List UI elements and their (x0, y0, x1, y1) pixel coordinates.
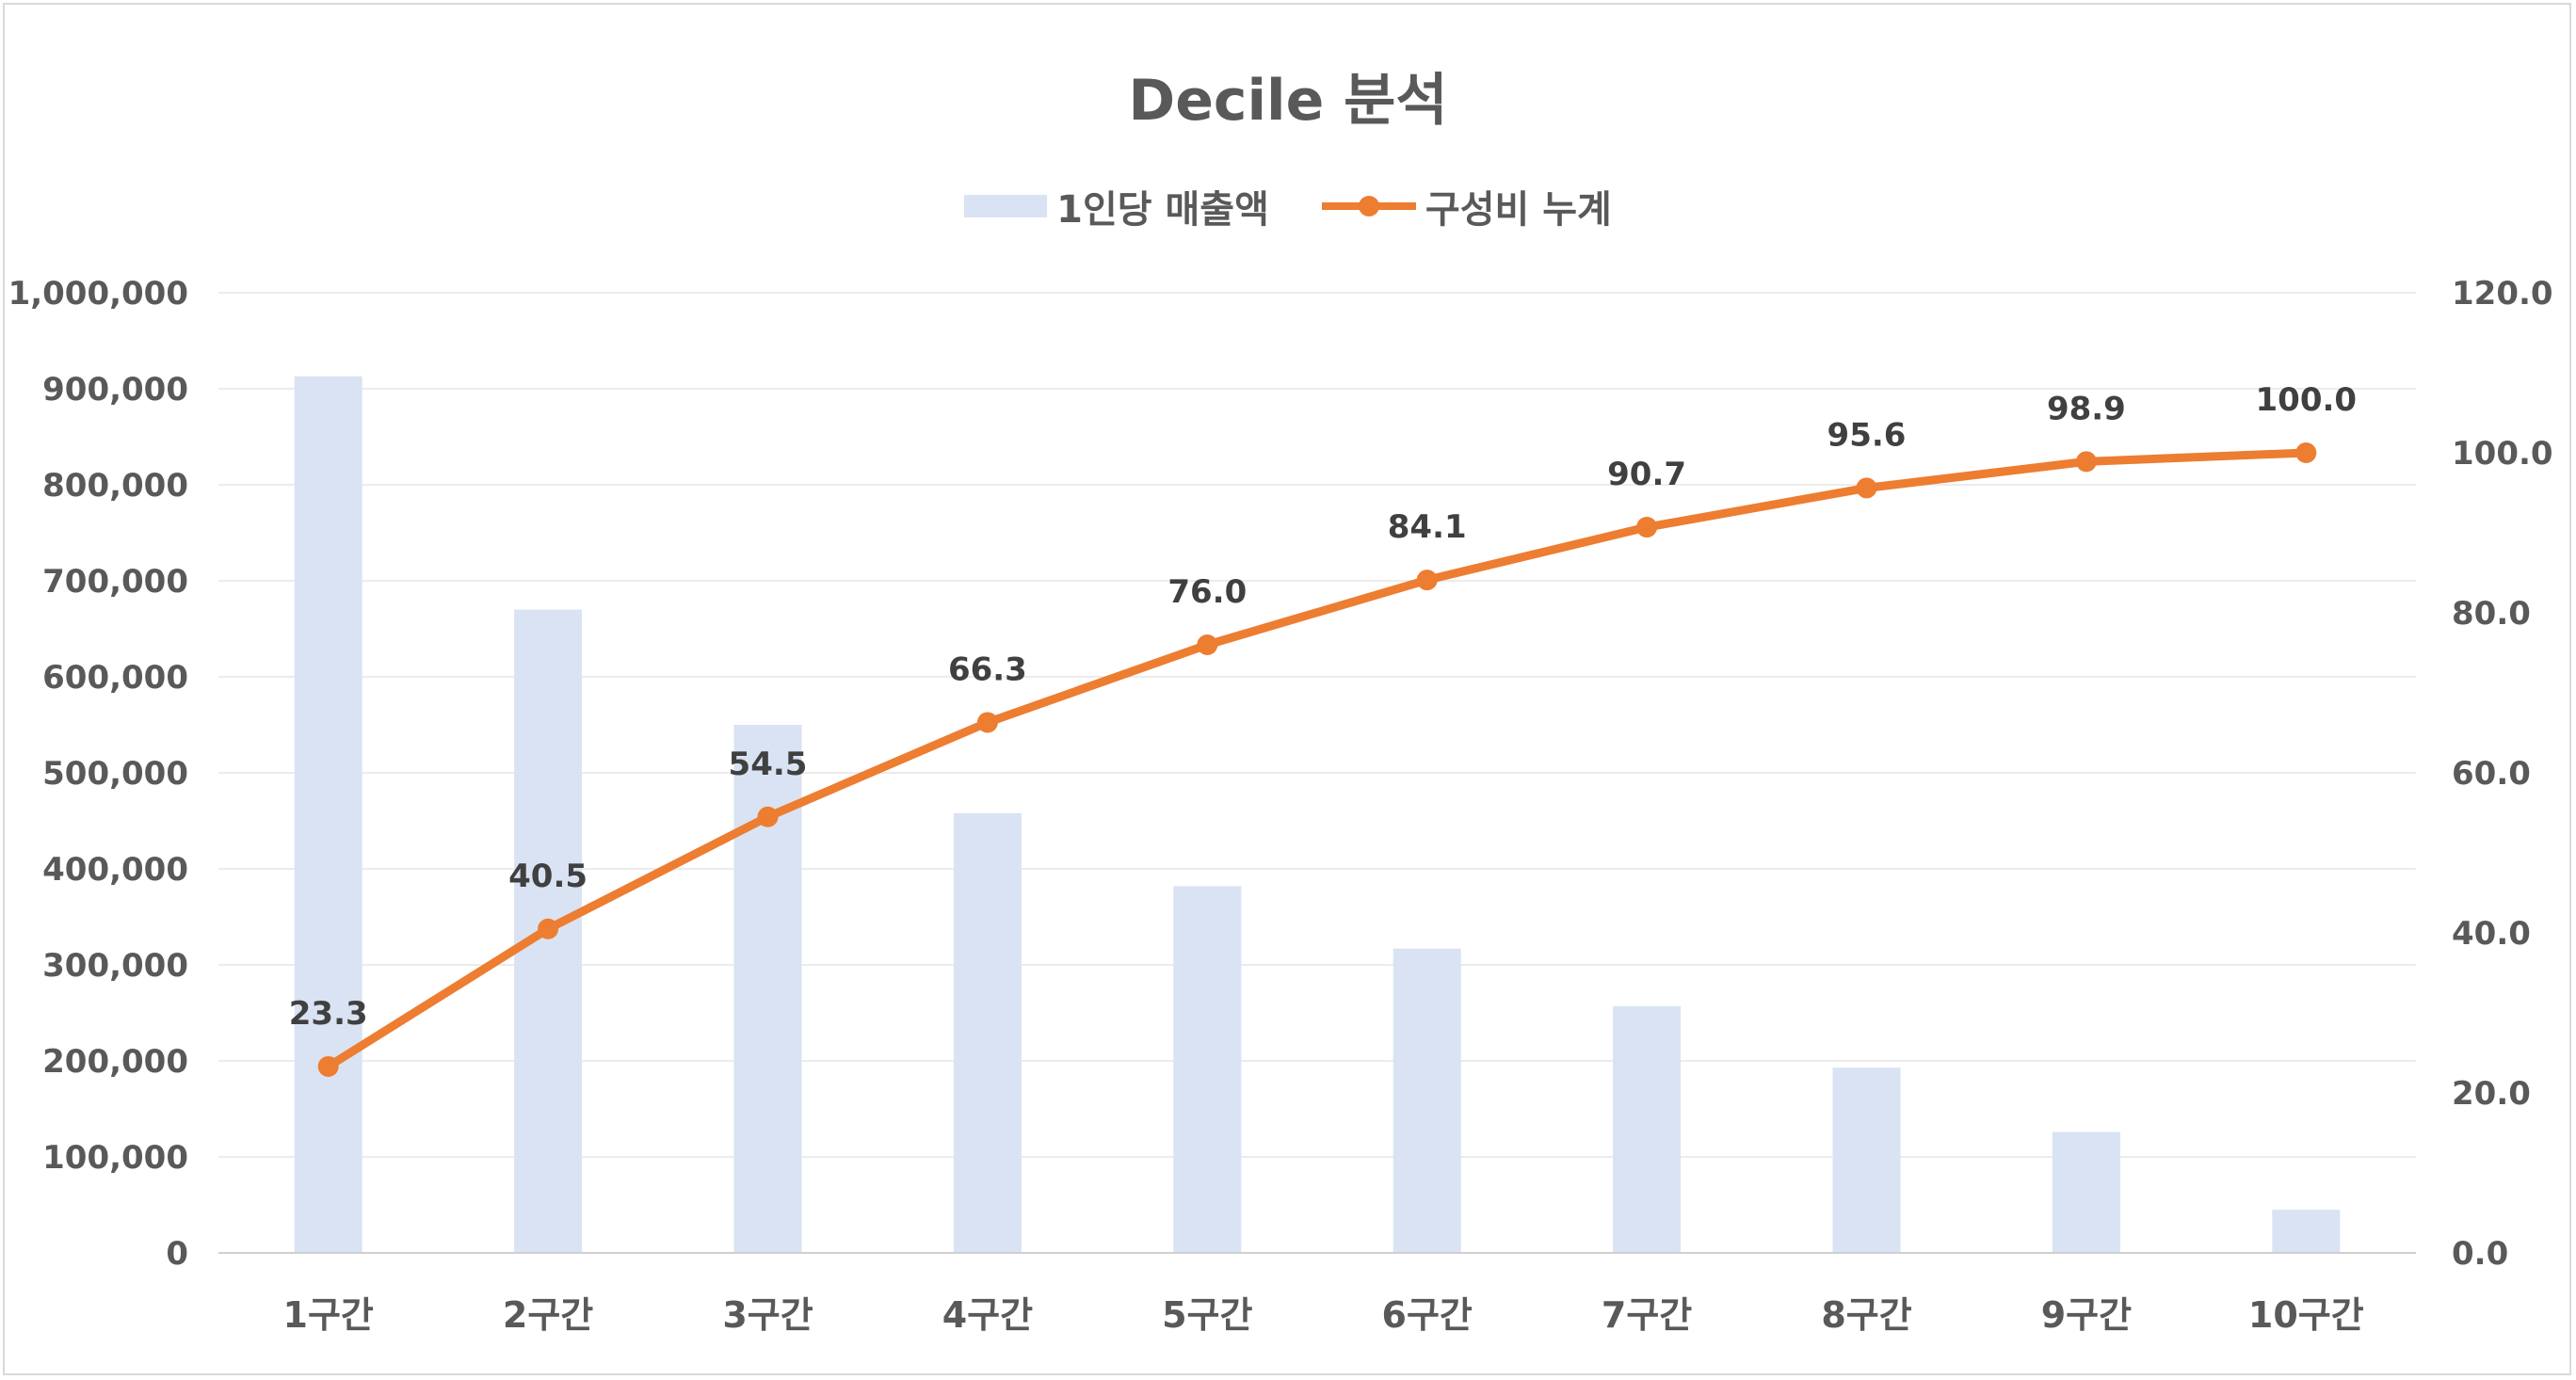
bar-1 (294, 376, 362, 1253)
x-tick-label: 4구간 (942, 1294, 1033, 1336)
line-data-label: 23.3 (289, 995, 368, 1033)
line-data-label: 54.5 (729, 746, 808, 783)
legend-label-bar: 1인당 매출액 (1056, 188, 1269, 232)
y-right-tick-label: 60.0 (2452, 755, 2531, 793)
line-point-8 (1856, 477, 1877, 499)
line-point-10 (2295, 442, 2317, 463)
bar-9 (2052, 1131, 2120, 1253)
legend-item-bar: 1인당 매출액 (964, 179, 1269, 233)
line-series (317, 442, 2317, 1077)
y-left-tick-label: 200,000 (42, 1043, 188, 1081)
line-data-label: 76.0 (1167, 573, 1247, 611)
chart-frame (3, 3, 2571, 1375)
line-point-1 (317, 1055, 339, 1077)
bar-7 (1613, 1005, 1682, 1253)
y-right-tick-label: 80.0 (2452, 595, 2531, 633)
x-tick-label: 2구간 (503, 1294, 593, 1336)
y-right-tick-label: 40.0 (2452, 915, 2531, 953)
x-tick-label: 8구간 (1821, 1294, 1911, 1336)
y-left-tick-label: 800,000 (42, 467, 188, 505)
legend-item-line: 구성비 누계 (1321, 179, 1612, 233)
y-left-tick-label: 400,000 (42, 851, 188, 889)
y-left-tick-label: 700,000 (42, 563, 188, 601)
y-right-tick-label: 120.0 (2452, 275, 2553, 313)
line-data-label: 90.7 (1607, 456, 1686, 493)
line-point-9 (2075, 451, 2097, 473)
line-point-6 (1416, 570, 1438, 591)
bar-4 (953, 812, 1022, 1253)
chart-title: Decile 분석 (1128, 68, 1448, 134)
line-data-label: 100.0 (2256, 381, 2358, 419)
line-data-label: 84.1 (1388, 508, 1467, 546)
bar-6 (1393, 948, 1461, 1253)
y-left-tick-label: 300,000 (42, 947, 188, 985)
x-tick-label: 10구간 (2248, 1294, 2364, 1336)
line-data-label: 66.3 (948, 650, 1027, 688)
line-point-3 (757, 806, 779, 827)
legend-swatch-line (1321, 187, 1416, 225)
line-point-4 (976, 712, 998, 733)
line-data-label: 40.5 (508, 858, 588, 895)
legend-label-line: 구성비 누계 (1425, 188, 1612, 232)
bar-10 (2272, 1210, 2341, 1253)
x-tick-label: 3구간 (722, 1294, 813, 1336)
y-right-tick-label: 20.0 (2452, 1075, 2531, 1113)
bar-8 (1832, 1067, 1901, 1253)
line-cumulative (324, 448, 2310, 1071)
y-left-tick-label: 900,000 (42, 371, 188, 409)
y-left-tick-label: 500,000 (42, 755, 188, 793)
bar-5 (1173, 886, 1242, 1253)
line-point-5 (1197, 634, 1218, 655)
y-left-tick-label: 1,000,000 (8, 275, 188, 313)
y-left-tick-label: 0 (166, 1235, 188, 1273)
y-left-tick-label: 600,000 (42, 659, 188, 697)
x-tick-label: 6구간 (1382, 1294, 1473, 1336)
x-tick-label: 1구간 (283, 1294, 374, 1336)
y-right-tick-label: 100.0 (2452, 435, 2553, 473)
y-left-tick-label: 100,000 (42, 1139, 188, 1177)
x-tick-label: 5구간 (1162, 1294, 1252, 1336)
data-labels: 23.3 40.5 54.5 66.3 76.0 84.1 90.7 95.6 98.9 100.… (289, 381, 2357, 1033)
axes: 0 100,000 200,000 300,000 400,000 500,000 600,… (8, 275, 2553, 1336)
line-data-label: 95.6 (1827, 416, 1907, 454)
bar-series (294, 376, 2341, 1253)
x-tick-label: 7구간 (1602, 1294, 1692, 1336)
gridlines (218, 292, 2416, 1158)
chart-legend: 1인당 매출액 구성비 누계 (0, 179, 2576, 233)
x-tick-label: 9구간 (2041, 1294, 2132, 1336)
y-right-tick-label: 0.0 (2452, 1235, 2508, 1273)
legend-swatch-bar (964, 195, 1048, 217)
line-point-2 (538, 918, 559, 939)
line-point-7 (1636, 517, 1658, 538)
line-data-label: 98.9 (2047, 390, 2126, 427)
